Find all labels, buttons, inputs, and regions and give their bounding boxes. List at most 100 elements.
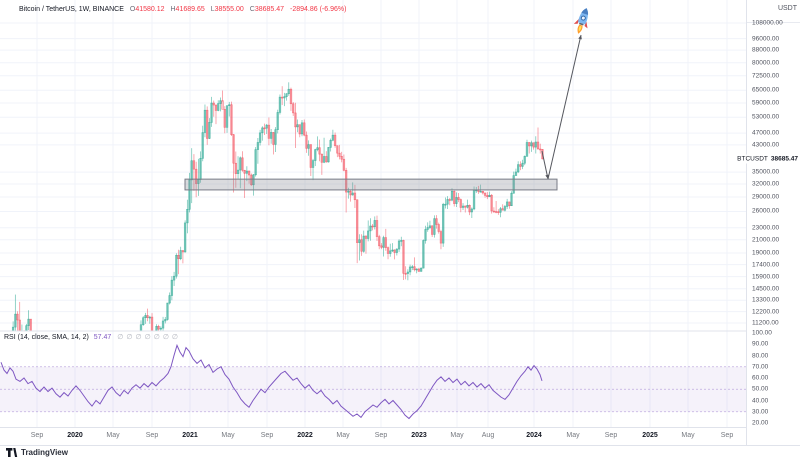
candle [296, 119, 299, 133]
rsi-tick-label: 70.00 [752, 363, 769, 371]
rsi-action-icon[interactable]: ∅ [126, 334, 136, 341]
candle [18, 301, 21, 331]
candle [190, 148, 193, 204]
time-tick-label: May [221, 432, 235, 439]
price-tick-label: 26000.00 [752, 207, 780, 215]
symbol-title[interactable]: Bitcoin / TetherUS, 1W, BINANCE [19, 6, 124, 13]
candle [250, 173, 253, 186]
candle [523, 155, 526, 166]
candle [285, 93, 288, 101]
candle [303, 119, 306, 137]
candle [27, 310, 30, 330]
candle [283, 92, 286, 107]
rocket-nozzle [579, 22, 584, 26]
time-tick-label: May [106, 432, 120, 439]
candle [142, 316, 145, 326]
candle [417, 267, 421, 272]
time-tick-label: May [450, 432, 464, 439]
rsi-indicator-title[interactable]: RSI (14, close, SMA, 14, 2) [4, 334, 89, 341]
candle [236, 156, 240, 179]
time-tick-label: Sep [720, 432, 734, 439]
candle [172, 271, 176, 286]
price-tick-label: 21000.00 [752, 236, 780, 244]
price-axis[interactable]: USDT BTCUSDT 38685.47 108000.00 96000.00 88… [736, 0, 800, 445]
candle [397, 239, 401, 252]
time-tick-label: Sep [145, 432, 159, 439]
candle [510, 191, 513, 207]
rsi-action-icon[interactable]: ∅ [153, 334, 163, 341]
candle [292, 102, 295, 116]
price-tick-label: 11200.00 [752, 319, 779, 327]
candle [230, 101, 233, 136]
candle [464, 205, 467, 213]
candle [338, 144, 341, 160]
candle [492, 207, 496, 213]
candle [243, 169, 246, 198]
candle [164, 316, 167, 324]
candle [269, 128, 273, 144]
rocket-emoji-drawing[interactable] [571, 6, 593, 36]
candle [168, 292, 171, 305]
support-zone-rectangle[interactable] [184, 178, 558, 191]
axis-unit-separator [747, 22, 800, 23]
candle [11, 321, 15, 331]
rsi-tick-label: 20.00 [752, 419, 769, 427]
candle [466, 199, 469, 209]
candle [157, 324, 160, 331]
candle [430, 225, 434, 237]
time-axis[interactable]: Sep 2020 May Sep 2021 May Sep 2022 May Sep 2023 May… [0, 427, 800, 446]
candle [435, 215, 438, 229]
tradingview-logo-icon[interactable] [6, 447, 18, 457]
arrow-drawings[interactable] [541, 34, 582, 180]
rsi-legend-icons[interactable]: ∅∅∅∅∅∅∅ [117, 334, 181, 341]
price-tick-label: 29000.00 [752, 193, 780, 201]
candle [483, 192, 487, 198]
axis-currency-label[interactable]: USDT [777, 5, 797, 12]
candle [25, 323, 28, 331]
candle [532, 142, 535, 150]
rocket-fin-left [573, 18, 580, 24]
low-label: L [210, 6, 215, 13]
rsi-action-icon[interactable]: ∅ [171, 334, 182, 341]
candle [517, 161, 520, 174]
candle [411, 265, 414, 271]
candle [318, 139, 321, 162]
candle [210, 96, 213, 127]
rsi-action-icon[interactable]: ∅ [144, 334, 154, 341]
rsi-tick-label: 100.00 [752, 329, 772, 337]
last-price-value: 38685.47 [770, 155, 798, 163]
candle [252, 174, 255, 196]
price-tick-label: 96000.00 [752, 35, 780, 43]
candle [179, 246, 182, 261]
candle [267, 117, 271, 146]
price-tick-label: 19000.00 [752, 249, 780, 257]
candle [422, 239, 425, 269]
tradingview-wordmark[interactable]: TradingView [21, 447, 68, 457]
rsi-action-icon[interactable]: ∅ [162, 334, 172, 341]
bottom-toolbar: TradingView [0, 445, 800, 457]
rsi-action-icon[interactable]: ∅ [117, 334, 127, 341]
candle [159, 326, 163, 331]
candle [208, 118, 211, 140]
rsi-action-icon[interactable]: ∅ [135, 334, 145, 341]
candle [298, 124, 301, 138]
candle [470, 207, 473, 219]
candle [459, 198, 462, 213]
candle [508, 201, 511, 209]
candle [486, 192, 489, 200]
candle [307, 140, 310, 156]
candle [408, 264, 412, 276]
candle [272, 132, 275, 155]
candle [212, 100, 215, 117]
rocket-window [580, 15, 586, 21]
candle [170, 276, 174, 301]
candle [287, 82, 290, 96]
candle [351, 182, 354, 196]
price-tick-label: 65000.00 [752, 86, 780, 94]
candle [499, 206, 502, 218]
candle [395, 248, 398, 256]
candle [219, 97, 222, 112]
price-tick-label: 23000.00 [752, 224, 780, 232]
low-value: 38555.00 [214, 6, 244, 13]
